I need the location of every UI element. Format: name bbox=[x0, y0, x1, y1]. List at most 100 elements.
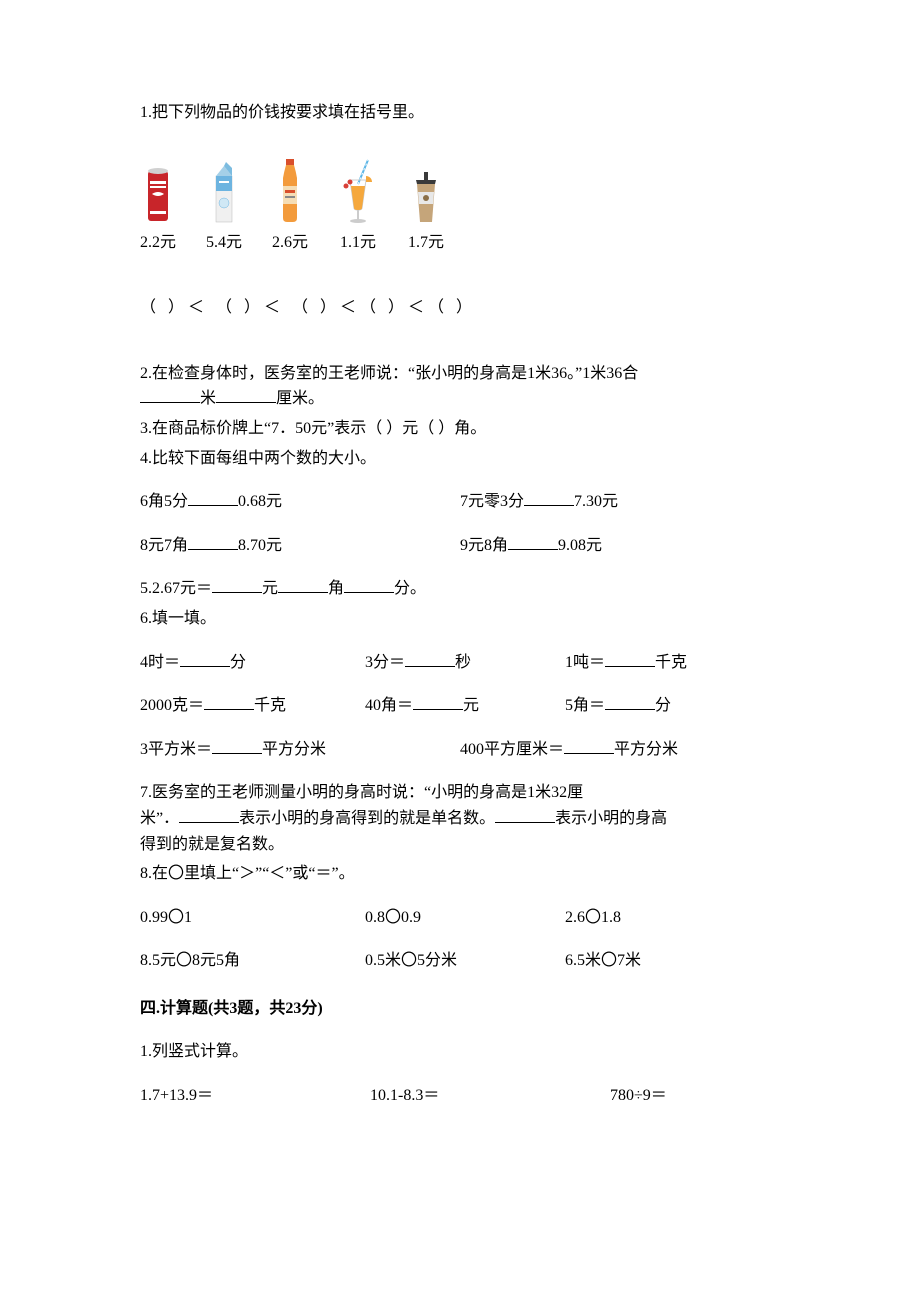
coffee-cup-icon bbox=[408, 156, 444, 226]
cell: 40角＝ 元 bbox=[365, 693, 565, 719]
q8-row-1: 0.99〇1 0.8〇0.9 2.6〇1.8 bbox=[140, 905, 780, 931]
q6-row-3: 3平方米＝ 平方分米 400平方厘米＝ 平方分米 bbox=[140, 737, 780, 763]
blank bbox=[216, 402, 276, 403]
cell: 4时＝ 分 bbox=[140, 650, 365, 676]
val: 7元零3分 bbox=[460, 493, 524, 510]
cell: 6.5米〇7米 bbox=[565, 948, 780, 974]
q4-r1-right: 7元零3分7.30元 bbox=[460, 489, 780, 515]
q1-text: 1.把下列物品的价钱按要求填在括号里。 bbox=[140, 100, 780, 126]
blank bbox=[212, 753, 262, 754]
q8-text: 8.在〇里填上“＞”“＜”或“＝”。 bbox=[140, 861, 780, 887]
q7-b: 米”． bbox=[140, 810, 179, 827]
q6-row-1: 4时＝ 分 3分＝ 秒 1吨＝ 千克 bbox=[140, 650, 780, 676]
q6-text: 6.填一填。 bbox=[140, 606, 780, 632]
question-5: 5.2.67元＝元角分。 bbox=[140, 576, 780, 602]
val: 3分＝ bbox=[365, 654, 405, 671]
blank bbox=[495, 822, 555, 823]
val: 6角5分 bbox=[140, 493, 188, 510]
blank bbox=[140, 402, 200, 403]
blank bbox=[344, 592, 394, 593]
question-3: 3.在商品标价牌上“7．50元”表示（ ）元（ ）角。 bbox=[140, 416, 780, 442]
price-3: 2.6元 bbox=[272, 230, 308, 256]
cell: 5角＝ 分 bbox=[565, 693, 780, 719]
cell: 1吨＝ 千克 bbox=[565, 650, 780, 676]
blank bbox=[180, 666, 230, 667]
s4-question-1: 1.列竖式计算。 1.7+13.9＝ 10.1-8.3＝ 780÷9＝ bbox=[140, 1039, 780, 1108]
product-bottle: 2.6元 bbox=[272, 156, 308, 256]
val: 9元8角 bbox=[460, 537, 508, 554]
q4-r2-left: 8元7角 8.70元 bbox=[140, 533, 460, 559]
calc-row: 1.7+13.9＝ 10.1-8.3＝ 780÷9＝ bbox=[140, 1083, 780, 1109]
q4-r2-right: 9元8角9.08元 bbox=[460, 533, 780, 559]
cell: 0.5米〇5分米 bbox=[365, 948, 565, 974]
q7-c: 表示小明的身高得到的就是单名数。 bbox=[239, 810, 495, 827]
q4-row-2: 8元7角 8.70元 9元8角9.08元 bbox=[140, 533, 780, 559]
val: 1吨＝ bbox=[565, 654, 605, 671]
question-4: 4.比较下面每组中两个数的大小。 6角5分 0.68元 7元零3分7.30元 8元… bbox=[140, 446, 780, 559]
cell: 3平方米＝ 平方分米 bbox=[140, 737, 460, 763]
price-5: 1.7元 bbox=[408, 230, 444, 256]
question-7: 7.医务室的王老师测量小明的身高时说：“小明的身高是1米32厘 米”． 表示小明的… bbox=[140, 780, 780, 857]
val: 分 bbox=[230, 654, 246, 671]
val: 分 bbox=[655, 697, 671, 714]
val: 8元7角 bbox=[140, 537, 188, 554]
q5-a: 5.2.67元＝ bbox=[140, 580, 212, 597]
blank bbox=[278, 592, 328, 593]
q4-r1-left: 6角5分 0.68元 bbox=[140, 489, 460, 515]
calc-b: 10.1-8.3＝ bbox=[370, 1083, 610, 1109]
q2-text-c: 厘米。 bbox=[276, 390, 324, 407]
price-4: 1.1元 bbox=[340, 230, 376, 256]
blank bbox=[405, 666, 455, 667]
milk-carton-icon bbox=[208, 156, 240, 226]
s4-q1-text: 1.列竖式计算。 bbox=[140, 1039, 780, 1065]
question-6: 6.填一填。 4时＝ 分 3分＝ 秒 1吨＝ 千克 2000克＝千克 40角＝ 元 5角… bbox=[140, 606, 780, 762]
val: 秒 bbox=[455, 654, 471, 671]
val: 平方分米 bbox=[614, 741, 678, 758]
blank bbox=[524, 505, 574, 506]
val: 5角＝ bbox=[565, 697, 605, 714]
soda-bottle-icon bbox=[275, 156, 305, 226]
q3-text: 3.在商品标价牌上“7．50元”表示（ ）元（ ）角。 bbox=[140, 420, 486, 437]
val: 千克 bbox=[655, 654, 687, 671]
soda-can-icon bbox=[142, 156, 174, 226]
cell: 3分＝ 秒 bbox=[365, 650, 565, 676]
q4-row-1: 6角5分 0.68元 7元零3分7.30元 bbox=[140, 489, 780, 515]
blank bbox=[605, 666, 655, 667]
cell: 2.6〇1.8 bbox=[565, 905, 780, 931]
calc-c: 780÷9＝ bbox=[610, 1083, 780, 1109]
comparison-blanks: （ ）＜ （ ）＜ （ ）＜（ ）＜（ ） bbox=[140, 295, 780, 321]
blank bbox=[212, 592, 262, 593]
blank bbox=[605, 709, 655, 710]
q4-text: 4.比较下面每组中两个数的大小。 bbox=[140, 446, 780, 472]
cell: 2000克＝千克 bbox=[140, 693, 365, 719]
question-8: 8.在〇里填上“＞”“＜”或“＝”。 0.99〇1 0.8〇0.9 2.6〇1.… bbox=[140, 861, 780, 974]
q8-row-2: 8.5元〇8元5角 0.5米〇5分米 6.5米〇7米 bbox=[140, 948, 780, 974]
cell: 400平方厘米＝ 平方分米 bbox=[460, 737, 780, 763]
blank bbox=[564, 753, 614, 754]
cell: 0.8〇0.9 bbox=[365, 905, 565, 931]
products-row: 2.2元 5.4元 bbox=[140, 156, 780, 256]
val: 元 bbox=[463, 697, 479, 714]
val: 400平方厘米＝ bbox=[460, 741, 564, 758]
val: 平方分米 bbox=[262, 741, 326, 758]
q5-d: 分。 bbox=[394, 580, 426, 597]
val: 2000克＝ bbox=[140, 697, 204, 714]
val: 4时＝ bbox=[140, 654, 180, 671]
calc-a: 1.7+13.9＝ bbox=[140, 1083, 370, 1109]
juice-glass-icon bbox=[338, 156, 378, 226]
q2-text-a: 2.在检查身体时，医务室的王老师说：“张小明的身高是1米36。”1米36合 bbox=[140, 365, 638, 382]
q7-d: 表示小明的身高 bbox=[555, 810, 667, 827]
question-1: 1.把下列物品的价钱按要求填在括号里。 2.2元 bbox=[140, 100, 780, 321]
q7-a: 7.医务室的王老师测量小明的身高时说：“小明的身高是1米32厘 bbox=[140, 784, 583, 801]
val: 40角＝ bbox=[365, 697, 413, 714]
cell: 0.99〇1 bbox=[140, 905, 365, 931]
question-2: 2.在检查身体时，医务室的王老师说：“张小明的身高是1米36。”1米36合 米 厘… bbox=[140, 361, 780, 412]
val: 0.68元 bbox=[238, 493, 282, 510]
section-4-header: 四.计算题(共3题，共23分) bbox=[140, 996, 780, 1022]
val: 8.70元 bbox=[238, 537, 282, 554]
q2-text-b: 米 bbox=[200, 390, 216, 407]
cell: 8.5元〇8元5角 bbox=[140, 948, 365, 974]
val: 3平方米＝ bbox=[140, 741, 212, 758]
product-juice: 1.1元 bbox=[338, 156, 378, 256]
q6-row-2: 2000克＝千克 40角＝ 元 5角＝ 分 bbox=[140, 693, 780, 719]
